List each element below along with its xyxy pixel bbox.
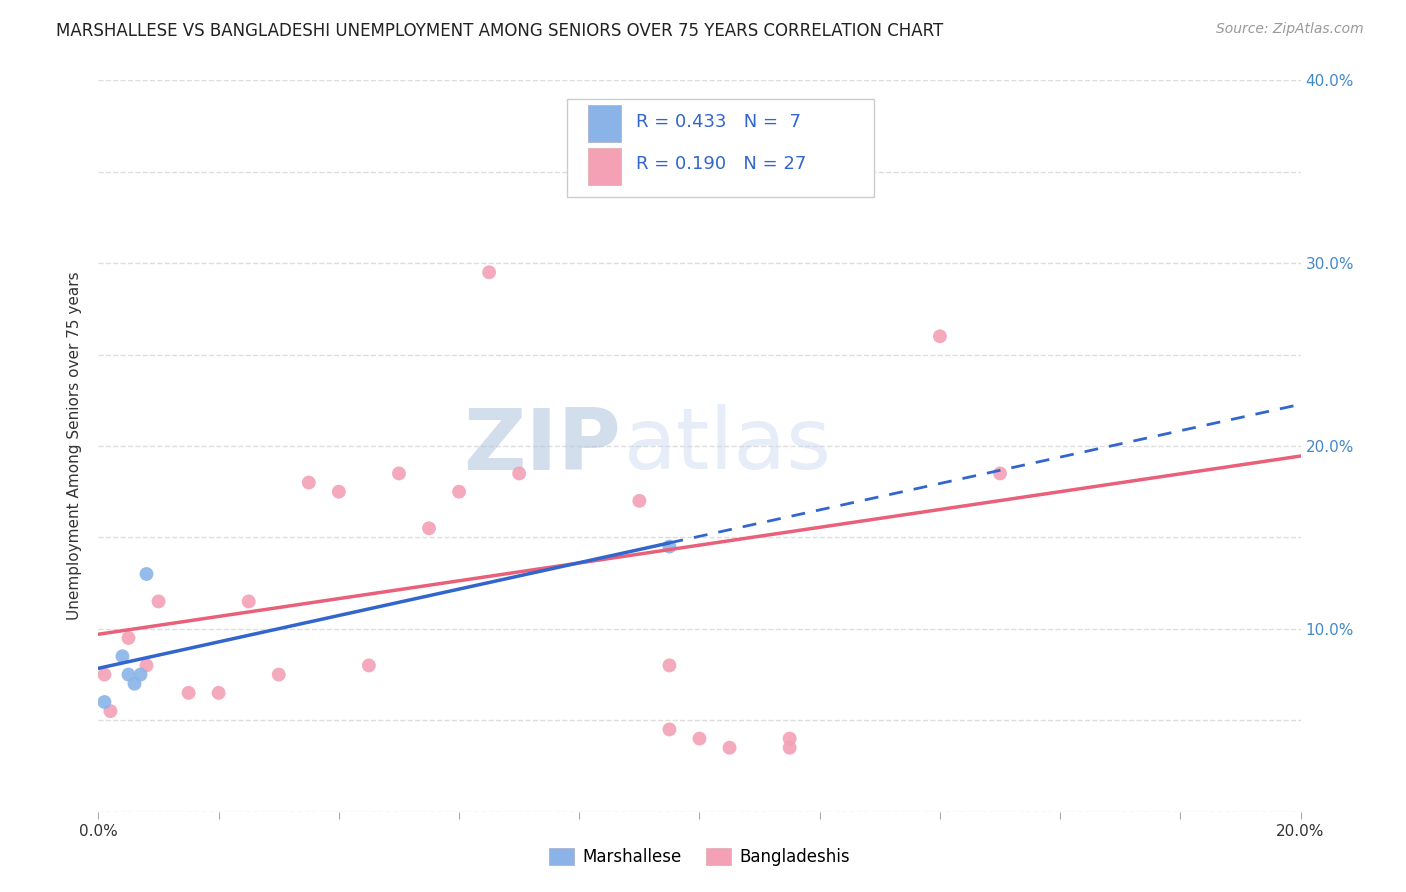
Legend: Marshallese, Bangladeshis: Marshallese, Bangladeshis: [543, 841, 856, 873]
Point: [93, 695, 115, 709]
Text: atlas: atlas: [624, 404, 832, 488]
Point: [208, 686, 231, 700]
Text: Source: ZipAtlas.com: Source: ZipAtlas.com: [1216, 22, 1364, 37]
Text: R = 0.433   N =  7: R = 0.433 N = 7: [636, 113, 801, 131]
Point: [135, 567, 157, 582]
Point: [238, 594, 260, 608]
Text: R = 0.190   N = 27: R = 0.190 N = 27: [636, 155, 806, 173]
Point: [100, 704, 122, 718]
Text: ZIP: ZIP: [464, 404, 621, 488]
Point: [447, 484, 470, 499]
Point: [93, 667, 115, 681]
Point: [388, 467, 411, 481]
Point: [111, 649, 134, 664]
Point: [658, 658, 681, 673]
Text: MARSHALLESE VS BANGLADESHI UNEMPLOYMENT AMONG SENIORS OVER 75 YEARS CORRELATION : MARSHALLESE VS BANGLADESHI UNEMPLOYMENT …: [56, 22, 943, 40]
Point: [689, 731, 711, 746]
Point: [267, 667, 290, 681]
Point: [328, 484, 350, 499]
Point: [298, 475, 321, 490]
Point: [148, 594, 170, 608]
Point: [129, 667, 152, 681]
Point: [988, 467, 1011, 481]
Point: [418, 521, 440, 535]
Point: [357, 658, 380, 673]
Point: [779, 740, 801, 755]
Point: [124, 676, 146, 690]
Point: [117, 631, 139, 645]
Bar: [588, 148, 621, 185]
Point: [117, 667, 139, 681]
Point: [658, 723, 681, 737]
Point: [177, 686, 200, 700]
Y-axis label: Unemployment Among Seniors over 75 years: Unemployment Among Seniors over 75 years: [67, 272, 83, 620]
Point: [135, 658, 157, 673]
Point: [628, 493, 651, 508]
Point: [779, 731, 801, 746]
FancyBboxPatch shape: [567, 99, 873, 197]
Point: [508, 467, 530, 481]
Point: [478, 265, 501, 279]
Point: [718, 740, 741, 755]
Bar: [588, 105, 621, 142]
Point: [748, 137, 770, 152]
Point: [658, 540, 681, 554]
Point: [929, 329, 952, 343]
